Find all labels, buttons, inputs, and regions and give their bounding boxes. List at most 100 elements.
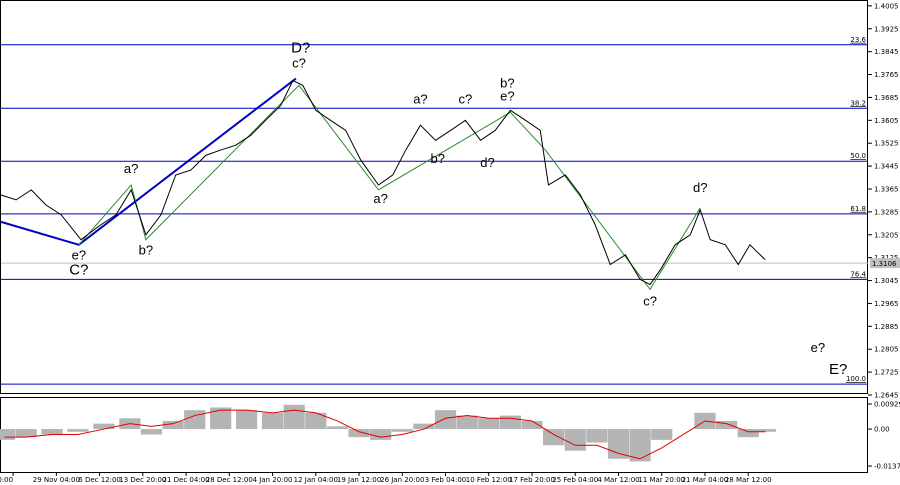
y-tick-label: 1.2725 (874, 369, 899, 377)
wave-label: C? (69, 262, 88, 279)
y-tick-label: 1.3765 (874, 71, 899, 79)
x-tick-label: 21 Mar 04:00 (682, 476, 729, 484)
histogram-bar (737, 429, 759, 438)
wave-label: b? (139, 243, 153, 258)
fib-level-label: 100.0 (846, 375, 866, 383)
y-tick-label: 0.00929 (874, 400, 900, 408)
y-tick-label: 1.2805 (874, 346, 899, 354)
y-tick-label: 1.4005 (874, 2, 899, 10)
histogram-bar (478, 418, 500, 430)
histogram-bar (521, 420, 543, 430)
oscillator-frame (0, 397, 868, 473)
y-tick-label: 1.3445 (874, 163, 899, 171)
last-price-box (870, 258, 900, 269)
x-tick-label: 19 Jan 12:00 (337, 476, 381, 484)
x-tick-label: 29 Nov 04:00 (33, 476, 80, 484)
wave-label: a? (373, 191, 387, 206)
x-tick-label: 12 Jan 04:00 (294, 476, 338, 484)
wave-label: c? (292, 56, 306, 71)
y-tick-label: -0.01370 (874, 463, 900, 471)
x-tick-label: 3 Feb 04:00 (425, 476, 466, 484)
wave-label: e? (500, 88, 514, 103)
main-frame (0, 0, 868, 394)
histogram-bar (162, 420, 184, 430)
x-tick-label: 28 Dec 12:00 (206, 476, 253, 484)
y-tick-label: 1.3365 (874, 185, 899, 193)
histogram-bar (41, 429, 63, 435)
wave-label: b? (431, 151, 445, 166)
y-tick-label: 1.2645 (874, 392, 899, 400)
histogram-bar (651, 429, 673, 440)
wave-label: a? (124, 161, 138, 176)
last-price-label: 1.3106 (872, 260, 897, 268)
x-tick-label: 17 Feb 20:00 (509, 476, 555, 484)
y-tick-label: 1.3045 (874, 277, 899, 285)
histogram-bar (716, 420, 738, 430)
x-tick-label: 6 Dec 12:00 (78, 476, 121, 484)
wave-label: e? (72, 248, 86, 263)
y-tick-label: 1.2965 (874, 300, 899, 308)
x-tick-label: 28 Mar 12:00 (725, 476, 772, 484)
y-tick-label: 1.3205 (874, 231, 899, 239)
wave-label: c? (459, 91, 473, 106)
histogram-bar (261, 412, 284, 430)
y-tick-label: 1.3285 (874, 208, 899, 216)
histogram-bar (434, 410, 457, 430)
histogram-bar (0, 429, 16, 440)
wave-label: d? (693, 180, 707, 195)
x-tick-label: 25 Feb 04:00 (552, 476, 598, 484)
y-tick-label: 1.3685 (874, 94, 899, 102)
fib-level-label: 50.0 (850, 152, 866, 160)
histogram-bar (564, 429, 586, 451)
x-tick-label: 13 Dec 20:00 (119, 476, 166, 484)
histogram-bar (413, 423, 435, 430)
wave-label: a? (413, 91, 427, 106)
histogram-bar (236, 410, 258, 430)
histogram-bar (456, 415, 478, 430)
x-tick-label: 10 Feb 12:00 (466, 476, 512, 484)
histogram-bar (391, 429, 413, 432)
histogram-bar (305, 412, 327, 430)
histogram-bar (326, 426, 349, 430)
fib-level-label: 76.4 (850, 270, 866, 278)
wave-label: e? (811, 340, 825, 355)
wave-line (0, 77, 297, 246)
histogram-bar (586, 429, 608, 443)
wave-label: D? (291, 40, 310, 57)
histogram-bar (370, 429, 392, 440)
histogram-bar (543, 429, 565, 446)
histogram-bar (283, 404, 305, 430)
wave-label: d? (480, 155, 494, 170)
x-tick-label: 11 Mar 20:00 (638, 476, 685, 484)
histogram-bar (499, 415, 521, 430)
wave-label: E? (829, 361, 847, 378)
x-tick-label: 0:00 (0, 476, 13, 484)
wave-line (78, 84, 701, 291)
y-tick-label: 1.3525 (874, 140, 899, 148)
histogram-bar (15, 429, 37, 438)
fib-level-label: 61.8 (850, 205, 866, 213)
x-tick-label: 26 Jan 20:00 (380, 476, 424, 484)
histogram-bar (629, 429, 651, 462)
histogram-bar (210, 407, 232, 430)
x-tick-label: 4 Jan 20:00 (253, 476, 293, 484)
histogram-bar (184, 410, 206, 430)
fib-level-label: 23.6 (850, 36, 866, 44)
y-tick-label: 0.00 (874, 426, 890, 434)
fib-level-label: 38.2 (850, 99, 866, 107)
y-tick-label: 1.3845 (874, 48, 899, 56)
histogram-bar (348, 429, 370, 438)
wave-label: c? (643, 293, 657, 308)
histogram-bar (140, 429, 163, 435)
histogram-bar (93, 423, 115, 430)
y-tick-label: 1.2885 (874, 323, 899, 331)
wave-label: b? (500, 75, 514, 90)
x-tick-label: 4 Mar 12:00 (597, 476, 639, 484)
y-tick-label: 1.3925 (874, 25, 899, 33)
histogram-bar (754, 429, 777, 432)
price-line (0, 79, 766, 286)
y-tick-label: 1.3605 (874, 117, 899, 125)
histogram-bar (607, 429, 630, 459)
